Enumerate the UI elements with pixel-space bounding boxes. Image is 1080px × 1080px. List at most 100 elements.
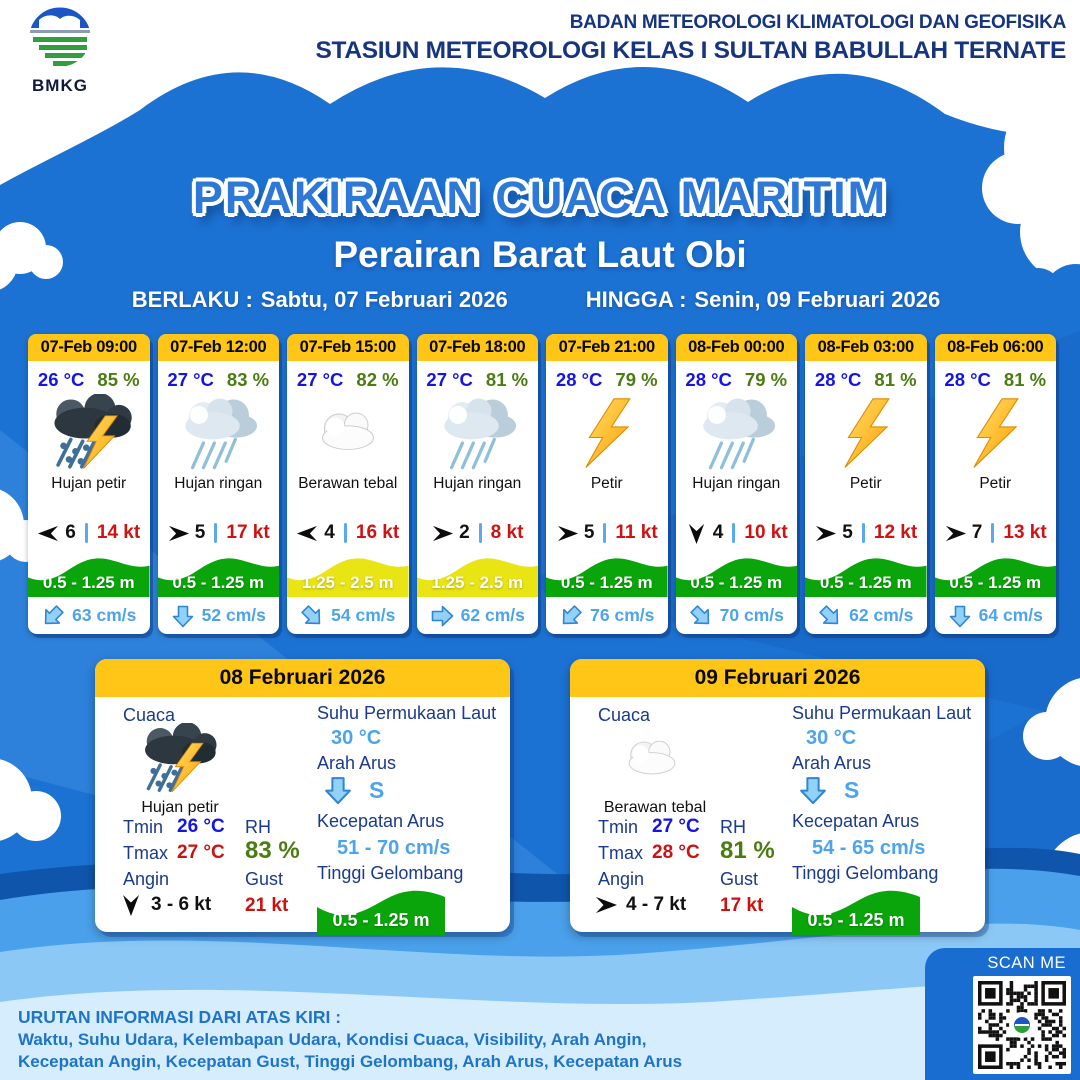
wave-height-band: 0.5 - 1.25 m: [805, 550, 927, 597]
separator: [732, 523, 736, 543]
separator: [861, 523, 865, 543]
current-speed: 54 cm/s: [331, 605, 396, 625]
arah-arus-label: Arah Arus: [317, 753, 397, 773]
wind-speed: 17 kt: [226, 522, 270, 543]
humidity: 81 %: [874, 369, 917, 390]
wind-row: 2 8 kt: [417, 518, 539, 548]
wind-row: 4 - 7 kt: [594, 893, 686, 917]
qr-code: [973, 976, 1071, 1074]
agency-header: BADAN METEOROLOGI KLIMATOLOGI DAN GEOFIS…: [315, 12, 1066, 65]
current-direction-icon: [686, 601, 716, 631]
tmax-value: 27 °C: [177, 842, 225, 863]
footer-line2: Kecepatan Angin, Kecepatan Gust, Tinggi …: [18, 1052, 683, 1071]
wind-direction-icon: [688, 523, 704, 544]
wind-direction-icon: [123, 895, 139, 916]
wind-row: 5 17 kt: [158, 518, 280, 548]
wind-direction-icon: [945, 525, 966, 541]
rh-label: RH: [245, 817, 271, 837]
wave-height: 0.5 - 1.25 m: [807, 910, 905, 930]
gust-value: 17 kt: [720, 895, 764, 916]
wave-height-band: 0.5 - 1.25 m: [792, 883, 920, 935]
validity-row: BERLAKU : Sabtu, 07 Februari 2026 HINGGA …: [0, 287, 1080, 313]
wind-direction-icon: [432, 525, 454, 541]
spl-label: Suhu Permukaan Laut: [792, 703, 972, 723]
condition-label: Hujan petir: [51, 475, 127, 492]
rh-label: RH: [720, 817, 746, 837]
visibility-value: 7: [971, 522, 983, 543]
current-speed: 52 cm/s: [201, 605, 266, 625]
hingga: HINGGA : Senin, 09 Februari 2026: [586, 287, 948, 313]
hourly-time: 07-Feb 15:00: [287, 334, 409, 361]
tmax-label: Tmax: [598, 843, 643, 863]
condition-label: Hujan ringan: [433, 475, 522, 492]
current-row: 63 cm/s: [28, 597, 150, 634]
separator: [214, 523, 218, 543]
wave-height: 0.5 - 1.25 m: [42, 573, 135, 592]
tmin-value: 26 °C: [177, 816, 225, 837]
cuaca-label: Cuaca: [123, 705, 176, 725]
cloud-icon: [321, 412, 374, 450]
current-row: 62 cm/s: [805, 597, 927, 634]
current-direction-icon: [800, 777, 826, 805]
air-temp: 28 °C: [944, 369, 991, 390]
current-direction-icon: [325, 777, 351, 805]
agency-line1: BADAN METEOROLOGI KLIMATOLOGI DAN GEOFIS…: [569, 12, 1067, 33]
footer-line1: Waktu, Suhu Udara, Kelembapan Udara, Kon…: [18, 1029, 647, 1049]
wave-height: 0.5 - 1.25 m: [560, 573, 653, 592]
wind-speed: 10 kt: [744, 522, 788, 543]
hourly-card: 07-Feb 18:00 27 °C 81 % Hujan ringan 2 8 …: [416, 334, 539, 634]
berlaku-value: Sabtu, 07 Februari 2026: [260, 287, 508, 312]
current-direction-icon: [815, 601, 846, 631]
visibility-value: 4: [712, 522, 724, 543]
current-direction-icon: [297, 601, 328, 631]
air-temp: 28 °C: [685, 369, 732, 390]
spl-label: Suhu Permukaan Laut: [317, 703, 497, 723]
footer-heading: URUTAN INFORMASI DARI ATAS KIRI :: [18, 1007, 342, 1027]
wind-direction-icon: [596, 897, 617, 913]
kecepatan-arus-value: 51 - 70 cm/s: [337, 837, 451, 859]
lightning-icon: [973, 398, 1019, 468]
wind-row: 3 - 6 kt: [119, 893, 211, 917]
wind-direction-icon: [38, 525, 59, 541]
tmax-value: 28 °C: [652, 842, 700, 863]
wind-direction-icon: [557, 525, 578, 541]
visibility-value: 2: [459, 522, 470, 543]
current-row: 70 cm/s: [676, 597, 798, 634]
hingga-value: Senin, 09 Februari 2026: [694, 287, 941, 312]
wave-height: 1.25 - 2.5 m: [301, 573, 394, 592]
page-subtitle: Perairan Barat Laut Obi: [333, 234, 747, 275]
condition-label: Hujan ringan: [174, 475, 263, 492]
humidity: 81 %: [485, 369, 529, 390]
current-direction-row: S: [798, 775, 859, 805]
wind-row: 7 13 kt: [935, 518, 1057, 548]
rain-icon: [442, 396, 518, 470]
wave-height: 1.25 - 2.5 m: [431, 573, 524, 592]
condition-label: Petir: [590, 475, 623, 492]
condition-label: Hujan ringan: [692, 475, 781, 492]
berlaku: BERLAKU : Sabtu, 07 Februari 2026: [132, 287, 516, 313]
spl-value: 30 °C: [331, 727, 382, 749]
hourly-time: 07-Feb 21:00: [546, 334, 668, 361]
visibility-value: 4: [324, 522, 335, 543]
bmkg-logo-icon: [28, 6, 92, 68]
current-direction-icon: [38, 601, 68, 631]
current-direction-icon: [172, 605, 193, 627]
hourly-card: 07-Feb 15:00 27 °C 82 % Berawan tebal 4 1…: [287, 334, 409, 634]
storm-icon: [143, 723, 219, 794]
humidity: 79 %: [744, 369, 788, 390]
hourly-card: 07-Feb 12:00 27 °C 83 % Hujan ringan 5 17…: [157, 334, 280, 634]
footer-legend: URUTAN INFORMASI DARI ATAS KIRI : Waktu,…: [18, 1006, 682, 1074]
current-direction-letter: S: [369, 776, 385, 803]
condition-label: Berawan tebal: [603, 799, 707, 816]
air-temp: 28 °C: [814, 369, 862, 390]
hourly-card: 08-Feb 00:00 28 °C 79 % Hujan ringan 4 10…: [675, 334, 798, 634]
gust-value: 21 kt: [245, 895, 289, 916]
tmin-label: Tmin: [598, 817, 638, 837]
agency-line2: STASIUN METEOROLOGI KELAS I SULTAN BABUL…: [315, 37, 1066, 64]
wind-row: 4 10 kt: [676, 518, 798, 548]
kecepatan-arus-value: 54 - 65 cm/s: [812, 837, 926, 859]
hourly-forecast-row: 07-Feb 09:00 26 °C 85 % Hujan petir 6 14 …: [28, 334, 1056, 634]
angin-label: Angin: [598, 869, 645, 889]
humidity: 82 %: [356, 369, 399, 390]
